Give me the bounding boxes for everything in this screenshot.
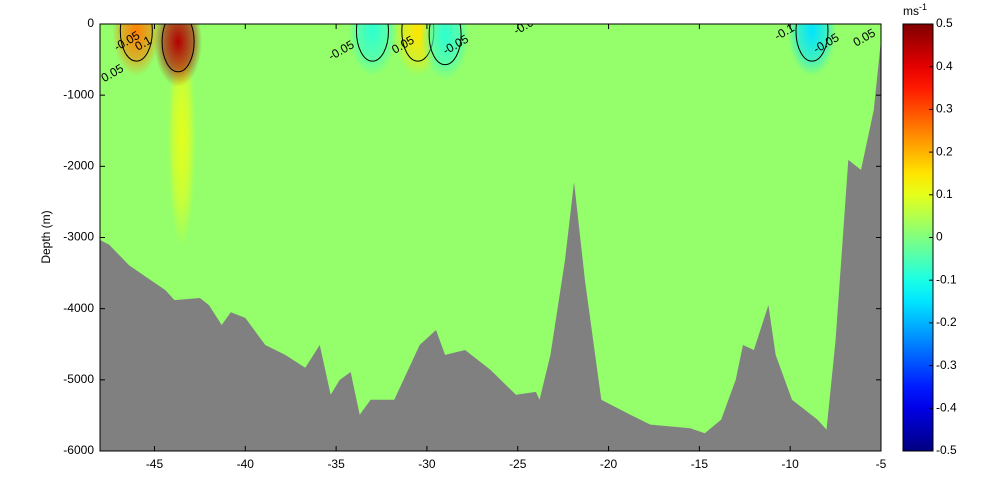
velocity-feature	[787, 24, 836, 77]
bathymetry	[100, 40, 881, 451]
x-tick-label: -20	[600, 457, 618, 471]
colorbar-tick-label: 0.4	[936, 59, 953, 73]
y-tick-label: -1000	[63, 87, 94, 101]
y-tick-label: -2000	[63, 159, 94, 173]
colorbar-tick-label: 0.2	[936, 144, 953, 158]
x-tick-label: -40	[237, 457, 255, 471]
y-tick-label: -5000	[63, 372, 94, 386]
colorbar-tick-label: -0.3	[936, 358, 957, 372]
colorbar-tick-label: 0.3	[936, 102, 953, 116]
y-tick-label: -6000	[63, 443, 94, 457]
unit-base: ms	[903, 4, 919, 18]
x-tick-label: -15	[691, 457, 709, 471]
colorbar-tick-label: 0.1	[936, 187, 953, 201]
velocity-feature	[421, 24, 470, 80]
colorbar-tick-label: -0.2	[936, 315, 957, 329]
y-axis-label: Depth (m)	[39, 210, 53, 263]
y-tick-label: 0	[87, 16, 94, 30]
colorbar-tick-label: 0	[936, 230, 943, 244]
colorbar-tick-label: -0.4	[936, 400, 957, 414]
colorbar	[902, 23, 934, 452]
contour-line	[428, 24, 462, 66]
x-tick-label: -10	[782, 457, 800, 471]
field: 0.05-0.050.1 -0.05 0.05 -0.05-0.05 -0.1 -0.05…	[100, 24, 881, 451]
contour-line	[119, 24, 153, 62]
colorbar-unit: ms-1	[903, 2, 927, 18]
velocity-feature	[154, 24, 203, 87]
y-tick-label: -4000	[63, 301, 94, 315]
x-tick-label: -25	[509, 457, 527, 471]
contour-line	[161, 24, 195, 73]
colorbar-tick-label: 0.5	[936, 16, 953, 30]
unit-exp: -1	[919, 2, 927, 12]
velocity-feature	[348, 24, 397, 77]
contour-line	[355, 24, 389, 62]
y-tick-label: -3000	[63, 230, 94, 244]
x-tick-label: -5	[876, 457, 887, 471]
velocity-feature	[112, 24, 161, 77]
colorbar-tick-label: -0.1	[936, 272, 957, 286]
x-tick-label: -35	[327, 457, 345, 471]
contour-line	[795, 24, 829, 62]
colorbar-tick-label: -0.5	[936, 443, 957, 457]
x-tick-label: -30	[418, 457, 436, 471]
x-tick-label: -45	[146, 457, 164, 471]
